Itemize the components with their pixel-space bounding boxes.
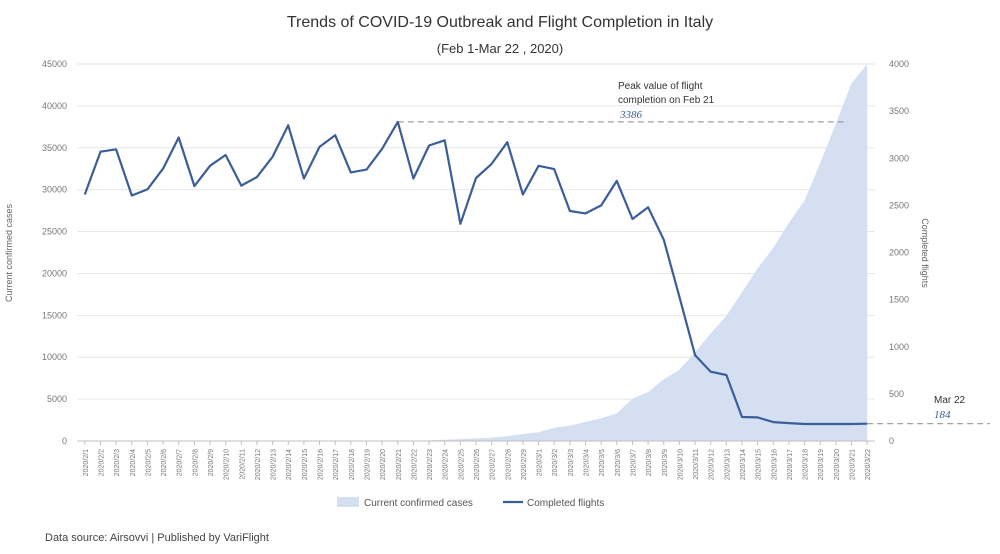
x-tick-label: 2020/3/20 (834, 449, 841, 480)
y-axis-right-ticks: 0 500 1000 1500 2000 2500 3000 3500 4000 (889, 59, 909, 446)
x-tick-label: 2020/3/5 (599, 449, 606, 476)
x-tick-label: 2020/2/3 (114, 449, 121, 476)
annotation-peak-line-2: completion on Feb 21 (618, 95, 715, 106)
x-tick-label: 2020/3/15 (756, 449, 763, 480)
x-tick-label: 2020/3/11 (693, 449, 700, 480)
x-tick-label: 2020/2/16 (318, 449, 325, 480)
x-tick-label: 2020/2/26 (474, 449, 481, 480)
x-tick-label: 2020/2/28 (505, 449, 512, 480)
y-tick-right-label: 1500 (889, 295, 909, 305)
y-tick-left-label: 45000 (42, 59, 67, 69)
y-tick-left-label: 40000 (42, 101, 67, 111)
legend-cases-swatch (337, 497, 359, 507)
y-tick-left-label: 0 (62, 436, 67, 446)
x-tick-label: 2020/3/21 (850, 449, 857, 480)
x-tick-label: 2020/2/1 (83, 449, 90, 476)
x-tick-label: 2020/2/6 (161, 449, 168, 476)
x-tick-label: 2020/2/11 (239, 449, 246, 480)
annotation-peak: Peak value of flight completion on Feb 2… (618, 81, 715, 121)
x-tick-label: 2020/3/16 (771, 449, 778, 480)
x-tick-label: 2020/2/12 (255, 449, 262, 480)
y-tick-left-label: 35000 (42, 143, 67, 153)
y-tick-right-label: 3500 (889, 106, 909, 116)
gridlines (77, 63, 875, 400)
x-tick-label: 2020/2/23 (427, 449, 434, 480)
annotation-end-date: Mar 22 (934, 395, 966, 406)
y-tick-right-label: 2500 (889, 200, 909, 210)
y-tick-right-label: 2000 (889, 248, 909, 258)
x-tick-label: 2020/3/6 (615, 449, 622, 476)
x-tick-label: 2020/2/9 (208, 449, 215, 476)
legend: Current confirmed cases Completed flight… (337, 497, 604, 509)
peak-reference-line (397, 121, 990, 425)
annotation-peak-line-1: Peak value of flight (618, 81, 703, 92)
y-tick-left-label: 15000 (42, 310, 67, 320)
legend-cases-label: Current confirmed cases (364, 498, 473, 509)
y-tick-left-label: 25000 (42, 227, 67, 237)
x-tick-label: 2020/3/18 (803, 449, 810, 480)
y-axis-right-label: Completed flights (920, 218, 930, 288)
y-axis-left-ticks: 0 5000 10000 15000 20000 25000 30000 35000 40000… (42, 59, 67, 446)
x-tick-label: 2020/2/20 (380, 449, 387, 480)
y-tick-right-label: 0 (889, 436, 894, 446)
x-tick-label: 2020/2/10 (224, 449, 231, 480)
chart-subtitle: (Feb 1-Mar 22 , 2020) (437, 41, 563, 56)
x-tick-label: 2020/2/17 (333, 449, 340, 480)
confirmed-cases-area (84, 64, 868, 441)
x-tick-label: 2020/2/5 (145, 449, 152, 476)
x-tick-label: 2020/3/10 (677, 449, 684, 480)
x-tick-label: 2020/2/27 (490, 449, 497, 480)
y-tick-right-label: 3000 (889, 153, 909, 163)
x-tick-label: 2020/2/13 (271, 449, 278, 480)
x-tick-label: 2020/3/4 (584, 449, 591, 476)
y-tick-right-label: 500 (889, 389, 904, 399)
x-tick-label: 2020/2/14 (286, 449, 293, 480)
x-tick-label: 2020/3/2 (552, 449, 559, 476)
x-tick-label: 2020/3/9 (662, 449, 669, 476)
y-tick-left-label: 20000 (42, 268, 67, 278)
x-tick-label: 2020/3/13 (724, 449, 731, 480)
x-tick-label: 2020/2/2 (98, 449, 105, 476)
x-tick-label: 2020/2/25 (458, 449, 465, 480)
x-tick-label: 2020/3/17 (787, 449, 794, 480)
x-tick-label: 2020/3/12 (709, 449, 716, 480)
annotation-end: Mar 22 184 (934, 395, 966, 421)
legend-flights-label: Completed flights (527, 498, 604, 509)
x-tick-label: 2020/2/4 (130, 449, 137, 476)
x-tick-label: 2020/3/14 (740, 449, 747, 480)
x-tick-label: 2020/3/22 (865, 449, 872, 480)
x-tick-label: 2020/2/29 (521, 449, 528, 480)
annotation-end-value: 184 (934, 409, 951, 421)
x-tick-label: 2020/3/7 (630, 449, 637, 476)
y-axis-left-label: Current confirmed cases (4, 203, 14, 302)
x-tick-label: 2020/2/8 (192, 449, 199, 476)
x-tick-label: 2020/3/19 (818, 449, 825, 480)
y-tick-left-label: 30000 (42, 185, 67, 195)
x-tick-label: 2020/3/3 (568, 449, 575, 476)
footer-source: Data source: Airsovvi | Published by Var… (45, 532, 269, 544)
x-tick-label: 2020/3/8 (646, 449, 653, 476)
x-tick-label: 2020/2/18 (349, 449, 356, 480)
x-tick-label: 2020/3/1 (537, 449, 544, 476)
y-tick-left-label: 5000 (47, 394, 67, 404)
y-tick-right-label: 1000 (889, 342, 909, 352)
completed-flights-line (83, 120, 868, 426)
x-tick-label: 2020/2/15 (302, 449, 309, 480)
x-tick-label: 2020/2/21 (396, 449, 403, 480)
chart-title: Trends of COVID-19 Outbreak and Flight C… (287, 14, 713, 31)
x-tick-label: 2020/2/7 (177, 449, 184, 476)
x-tick-label: 2020/2/22 (411, 449, 418, 480)
x-axis-ticks: 2020/2/1 2020/2/2 2020/2/3 2020/2/4 2020/2/5… (83, 441, 872, 480)
annotation-peak-value: 3386 (619, 109, 643, 121)
y-tick-left-label: 10000 (42, 352, 67, 362)
x-tick-label: 2020/2/24 (443, 449, 450, 480)
y-tick-right-label: 4000 (889, 59, 909, 69)
x-tick-label: 2020/2/19 (364, 449, 371, 480)
